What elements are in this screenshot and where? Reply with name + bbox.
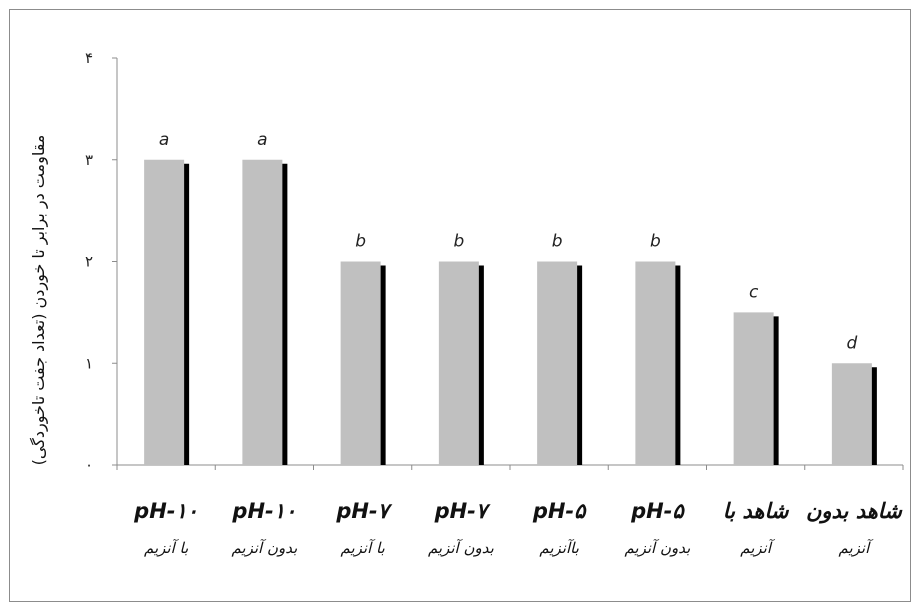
y-tick-label: ۲	[85, 253, 93, 271]
x-category-label-line1: pH-۱۰	[133, 499, 198, 523]
significance-label: a	[257, 130, 267, 150]
x-category-label-line2: باآنزیم	[539, 538, 579, 557]
x-category-label-line1: pH-۵	[630, 499, 685, 523]
x-category-label-line2: آنزیم	[838, 538, 874, 557]
axes: ۰ ۱ ۲ ۳ ۴	[85, 49, 904, 474]
significance-label: b	[355, 232, 366, 252]
significance-label: b	[650, 232, 661, 252]
bar	[635, 261, 676, 465]
significance-label: b	[453, 232, 464, 252]
y-tick-label: ۳	[85, 151, 93, 169]
x-category-label-line1: pH-۱۰	[231, 499, 296, 523]
x-category-label-line1: pH-۷	[335, 499, 392, 523]
bar	[733, 312, 774, 465]
y-tick-label: ۱	[85, 354, 93, 372]
x-category-label-line2: آنزیم	[740, 538, 776, 557]
significance-label: c	[749, 282, 759, 302]
x-category-label-line2: بدون آنزیم	[428, 538, 494, 557]
y-tick-label: ۰	[85, 456, 93, 474]
bar	[537, 261, 578, 465]
bar	[340, 261, 381, 465]
x-category-label-line1: pH-۵	[532, 499, 587, 523]
x-category-label-line1: شاهد بدون	[806, 499, 903, 524]
bar	[438, 261, 479, 465]
bar	[831, 363, 872, 465]
x-category-label-line2: بدون آنزیم	[624, 538, 690, 557]
bars	[144, 159, 877, 465]
y-axis-title: مقاومت در برابر تا خوردن (تعداد جفت تاخو…	[29, 135, 49, 466]
significance-label: d	[846, 333, 857, 353]
y-tick-label: ۴	[85, 49, 93, 67]
x-category-label-line2: بدون آنزیم	[231, 538, 297, 557]
x-category-label-line2: با آنزیم	[340, 538, 384, 557]
bar	[242, 159, 283, 465]
significance-label: b	[552, 232, 563, 252]
labels: a pH-۱۰ با آنزیم a pH-۱۰ بدون آنزیم b pH-۷ با آن…	[29, 130, 903, 557]
x-category-label-line1: pH-۷	[434, 499, 491, 523]
significance-label: a	[159, 130, 169, 150]
x-category-label-line2: با آنزیم	[144, 538, 188, 557]
bar	[144, 159, 185, 465]
x-category-label-line1: شاهد با	[723, 499, 790, 523]
